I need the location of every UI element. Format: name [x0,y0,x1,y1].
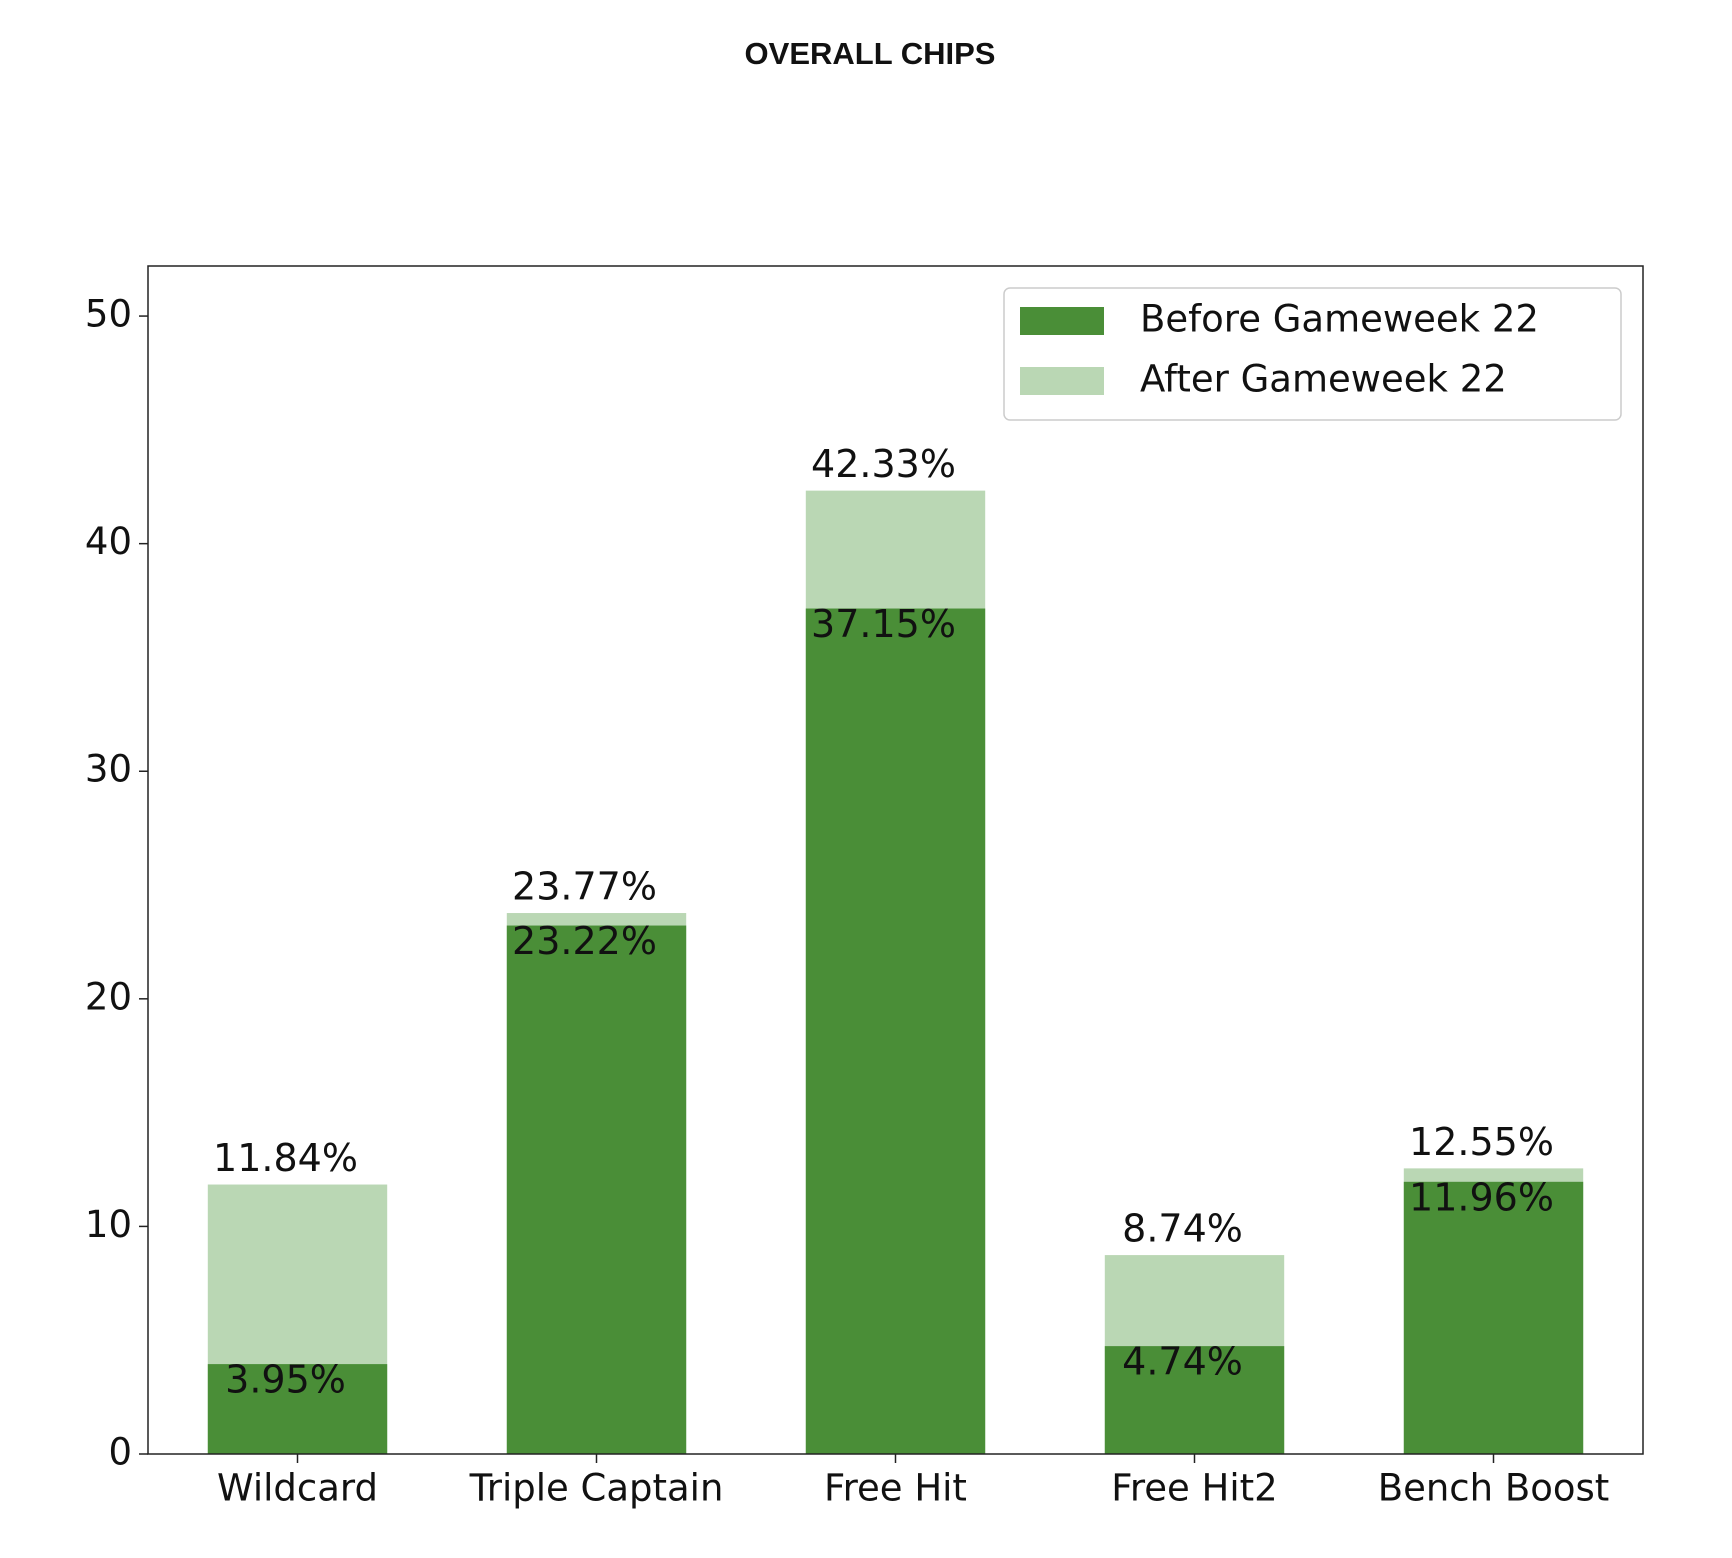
legend-label: After Gameweek 22 [1140,358,1507,401]
value-label: 4.74% [1122,1340,1243,1384]
bar [1403,1181,1584,1454]
y-tick-label: 0 [108,1431,132,1474]
legend-label: Before Gameweek 22 [1140,298,1539,341]
bar [805,608,986,1454]
legend-box [1003,287,1622,421]
bar [506,925,687,1454]
legend-swatch [1020,307,1104,335]
y-tick-label: 20 [85,975,132,1018]
chart-title: OVERALL CHIPS [745,36,996,71]
x-tick-label: Triple Captain [469,1467,724,1510]
value-label: 37.15% [811,602,956,646]
value-label: 23.77% [512,865,657,909]
x-tick-label: Free Hit2 [1111,1467,1277,1510]
value-label: 8.74% [1122,1207,1243,1251]
value-label: 42.33% [811,442,956,486]
legend-swatch [1020,367,1104,395]
value-label: 12.55% [1409,1120,1554,1164]
x-tick-label: Free Hit [824,1467,967,1510]
bar [207,1364,388,1454]
y-tick-label: 50 [85,293,132,336]
value-label: 11.96% [1409,1175,1554,1219]
x-tick-label: Bench Boost [1378,1467,1610,1510]
value-label: 11.84% [213,1136,358,1180]
y-tick-label: 30 [85,748,132,791]
y-tick-label: 10 [85,1203,132,1246]
x-tick-label: Wildcard [217,1467,378,1510]
value-label: 23.22% [512,919,657,963]
bar [1104,1346,1285,1454]
value-label: 3.95% [225,1358,346,1402]
plot-frame [147,265,1644,1455]
y-tick-label: 40 [85,520,132,563]
